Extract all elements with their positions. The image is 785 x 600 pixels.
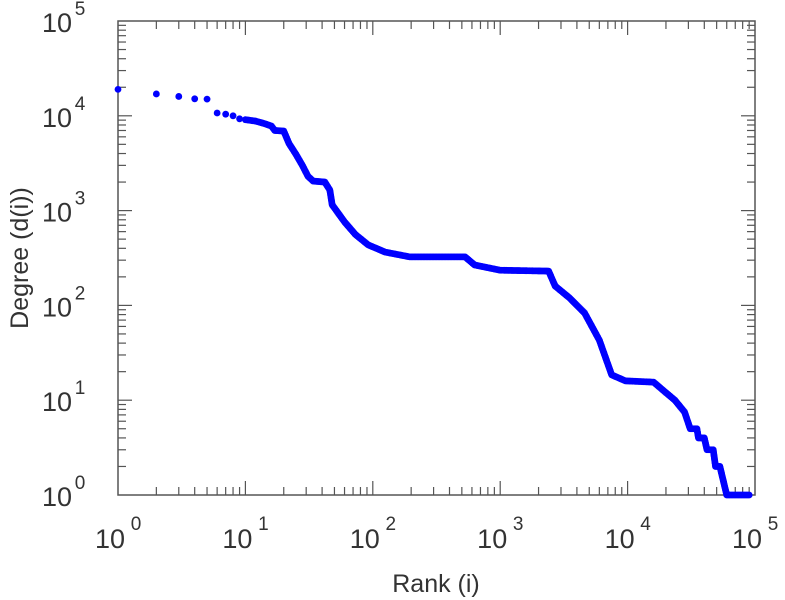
y-tick-base: 10 — [42, 292, 72, 322]
y-tick-exp: 5 — [75, 0, 86, 20]
x-tick-exp: 2 — [386, 514, 397, 535]
data-point — [229, 112, 237, 120]
x-tick-label: 10 4 — [605, 514, 652, 554]
x-tick-base: 10 — [732, 524, 762, 554]
y-tick-label: 10 3 — [42, 189, 85, 228]
y-tick-label: 10 4 — [42, 94, 86, 133]
x-tick-base: 10 — [350, 524, 380, 554]
x-tick-exp: 4 — [640, 514, 651, 535]
x-tick-label: 10 3 — [477, 514, 523, 554]
x-tick-exp: 0 — [131, 514, 142, 535]
x-tick-label: 10 2 — [350, 514, 396, 554]
data-point-dense — [744, 491, 752, 499]
y-tick-base: 10 — [42, 387, 72, 417]
x-tick-base: 10 — [222, 524, 252, 554]
x-tick-exp: 1 — [258, 514, 269, 535]
y-tick-label: 10 1 — [42, 378, 85, 417]
data-point — [191, 95, 199, 103]
y-tick-exp: 1 — [75, 378, 86, 399]
data-point — [152, 90, 160, 98]
y-tick-label: 10 5 — [42, 0, 85, 38]
x-tick-exp: 5 — [768, 514, 779, 535]
x-tick-base: 10 — [605, 524, 635, 554]
y-axis-label: Degree (d(i)) — [6, 187, 34, 329]
y-tick-base: 10 — [42, 198, 72, 228]
x-tick-label: 10 1 — [222, 514, 268, 554]
y-tick-base: 10 — [42, 8, 72, 38]
y-tick-exp: 3 — [75, 189, 86, 210]
x-axis-label: Rank (i) — [392, 570, 480, 598]
data-point — [213, 109, 221, 117]
data-points — [114, 85, 753, 499]
data-point — [236, 115, 243, 123]
y-tick-label: 10 2 — [42, 283, 85, 322]
y-tick-base: 10 — [42, 482, 72, 512]
x-tick-exp: 3 — [513, 514, 524, 535]
y-tick-base: 10 — [42, 103, 72, 133]
y-tick-label: 10 0 — [42, 473, 85, 512]
y-tick-exp: 2 — [75, 283, 86, 304]
data-point — [114, 85, 122, 93]
data-point — [175, 93, 183, 100]
x-tick-label: 10 0 — [95, 514, 141, 554]
x-tick-labels: 10 0 10 1 10 2 10 3 10 4 10 5 — [95, 514, 778, 554]
plot-frame — [117, 20, 756, 496]
x-tick-base: 10 — [95, 524, 125, 554]
y-tick-exp: 4 — [75, 94, 86, 115]
x-tick-label: 10 5 — [732, 514, 778, 554]
data-point — [222, 110, 230, 118]
axis-ticks — [118, 21, 755, 495]
y-tick-exp: 0 — [75, 473, 86, 494]
data-point — [203, 95, 211, 103]
x-tick-base: 10 — [477, 524, 507, 554]
